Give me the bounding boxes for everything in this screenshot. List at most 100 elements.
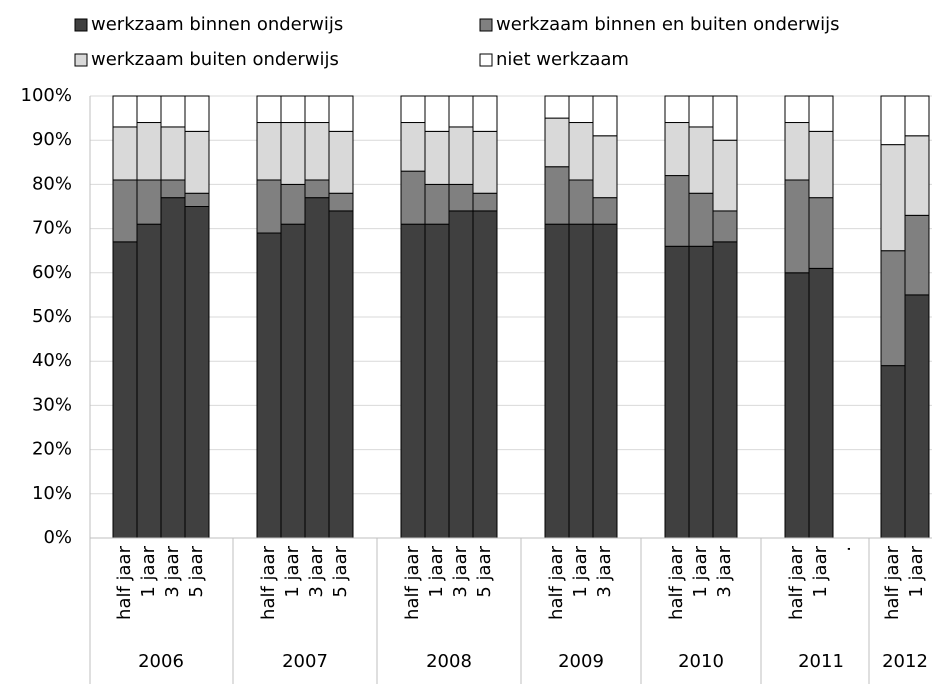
x-tick-label: 5 jaar xyxy=(474,545,495,597)
bar-segment xyxy=(448,126,474,185)
x-tick-label: 1 jaar xyxy=(690,545,711,597)
y-tick-label: 100% xyxy=(21,85,72,106)
bar-segment xyxy=(448,95,474,128)
x-tick-label: 5 jaar xyxy=(330,545,351,597)
bar-segment xyxy=(256,122,282,181)
x-tick-label: 3 jaar xyxy=(594,545,615,597)
bar-segment xyxy=(592,95,618,137)
bar-segment xyxy=(448,210,474,539)
x-tick-label: half jaar xyxy=(882,545,903,620)
group-label: 2006 xyxy=(138,651,184,672)
bar-segment xyxy=(256,232,282,539)
bar-segment xyxy=(424,183,450,225)
x-tick-label: . xyxy=(834,546,855,552)
bar-segment xyxy=(112,241,138,539)
bar-segment xyxy=(136,223,162,539)
y-tick-label: 30% xyxy=(32,394,72,415)
group-label: 2008 xyxy=(426,651,472,672)
legend-label: werkzaam binnen onderwijs xyxy=(91,14,343,35)
bar-segment xyxy=(688,126,714,194)
bar-segment xyxy=(184,95,210,132)
y-tick-label: 0% xyxy=(43,527,72,548)
x-tick-label: 1 jaar xyxy=(282,545,303,597)
bar-segment xyxy=(328,210,354,539)
legend-label: niet werkzaam xyxy=(496,49,629,70)
bar-segment xyxy=(112,126,138,181)
bar-segment xyxy=(808,130,834,199)
legend-swatch xyxy=(479,18,493,32)
bar-segment xyxy=(880,365,906,539)
bar-segment xyxy=(712,210,738,243)
x-tick-label: 1 jaar xyxy=(138,545,159,597)
bar-segment xyxy=(688,192,714,247)
bar-segment xyxy=(184,206,210,539)
bar-segment xyxy=(280,95,306,124)
bar-segment xyxy=(280,122,306,185)
bar-segment xyxy=(136,122,162,181)
bar-segment xyxy=(280,223,306,539)
bar-segment xyxy=(568,179,594,225)
bar-segment xyxy=(400,122,426,172)
bar-segment xyxy=(664,95,690,124)
y-tick-label: 60% xyxy=(32,262,72,283)
y-tick-label: 10% xyxy=(32,483,72,504)
bar-segment xyxy=(256,95,282,124)
bar-segment xyxy=(784,272,810,539)
bar-segment xyxy=(160,95,186,128)
bar-segment xyxy=(424,130,450,185)
bar-segment xyxy=(568,95,594,124)
x-tick-label: 5 jaar xyxy=(186,545,207,597)
x-tick-label: half jaar xyxy=(402,545,423,620)
bar-segment xyxy=(160,179,186,199)
bar-segment xyxy=(880,250,906,367)
bar-segment xyxy=(664,245,690,539)
bar-segment xyxy=(424,95,450,132)
bar-segment xyxy=(304,179,330,199)
bar-segment xyxy=(688,245,714,539)
x-tick-label: 1 jaar xyxy=(810,545,831,597)
y-tick-label: 70% xyxy=(32,218,72,239)
bar-segment xyxy=(304,122,330,181)
bar-segment xyxy=(568,122,594,181)
x-tick-label: half jaar xyxy=(114,545,135,620)
bar-segment xyxy=(328,130,354,194)
bar-segment xyxy=(448,183,474,212)
bar-segment xyxy=(544,166,570,225)
group-label: 2012 xyxy=(882,651,928,672)
x-tick-label: half jaar xyxy=(258,545,279,620)
legend-swatch xyxy=(74,18,88,32)
bar-segment xyxy=(136,95,162,124)
bar-segment xyxy=(712,139,738,212)
y-tick-label: 50% xyxy=(32,306,72,327)
bar-segment xyxy=(280,183,306,225)
group-label: 2007 xyxy=(282,651,328,672)
bar-segment xyxy=(112,179,138,243)
bar-segment xyxy=(688,95,714,128)
x-tick-label: 3 jaar xyxy=(450,545,471,597)
bar-segment xyxy=(256,179,282,234)
bar-segment xyxy=(400,170,426,225)
x-tick-label: half jaar xyxy=(546,545,567,620)
bar-segment xyxy=(424,223,450,539)
bar-segment xyxy=(880,144,906,252)
bar-segment xyxy=(328,95,354,132)
x-tick-label: half jaar xyxy=(786,545,807,620)
bar-segment xyxy=(400,95,426,124)
legend-swatch xyxy=(479,53,493,67)
bar-segment xyxy=(712,95,738,141)
x-tick-label: 3 jaar xyxy=(306,545,327,597)
y-tick-label: 40% xyxy=(32,350,72,371)
bar-segment xyxy=(568,223,594,539)
bar-segment xyxy=(184,192,210,208)
x-tick-label: 3 jaar xyxy=(162,545,183,597)
x-tick-label: 1 jaar xyxy=(426,545,447,597)
x-tick-label: 1 jaar xyxy=(570,545,591,597)
x-tick-label: 3 jaar xyxy=(714,545,735,597)
bar-segment xyxy=(784,179,810,274)
bar-segment xyxy=(808,267,834,539)
legend-label: werkzaam binnen en buiten onderwijs xyxy=(496,14,840,35)
bar-segment xyxy=(160,126,186,181)
y-tick-label: 20% xyxy=(32,439,72,460)
legend-swatch xyxy=(74,53,88,67)
